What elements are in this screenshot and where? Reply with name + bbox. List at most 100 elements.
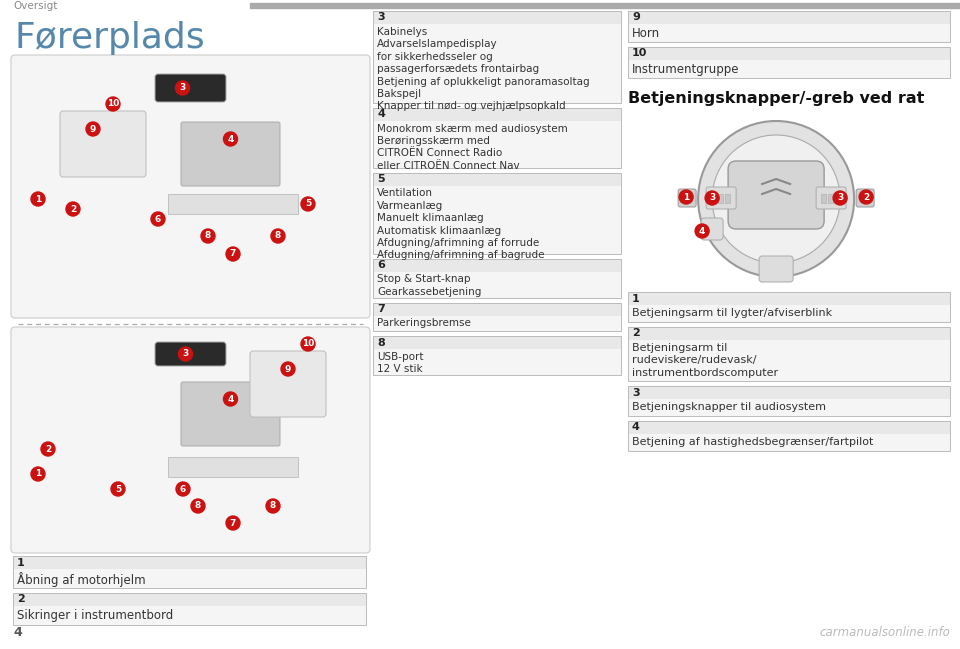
Text: 4: 4 [228,134,233,143]
Text: 3: 3 [632,387,639,397]
Text: 8: 8 [195,502,202,511]
FancyBboxPatch shape [728,161,824,229]
Bar [628,292,950,305]
Text: Sikringer i instrumentbord: Sikringer i instrumentbord [17,609,173,622]
Bar [373,302,621,331]
FancyBboxPatch shape [155,74,226,102]
Bar [628,434,950,451]
Text: 8: 8 [204,232,211,241]
Text: Betjeningsknapper til audiosystem: Betjeningsknapper til audiosystem [632,402,826,412]
Circle shape [712,135,840,263]
Bar [628,60,950,78]
Text: 4: 4 [13,626,22,639]
Text: 8: 8 [275,232,281,241]
Text: Kabinelys
Advarselslampedisplay
for sikkerhedsseler og
passagerforsædets frontai: Kabinelys Advarselslampedisplay for sikk… [377,27,589,112]
Text: 5: 5 [305,199,311,208]
Bar [821,194,827,203]
Text: Oversigt: Oversigt [13,1,58,11]
Text: 4: 4 [228,395,233,404]
FancyBboxPatch shape [11,327,370,553]
Bar [628,386,950,399]
Text: 1: 1 [35,195,41,204]
Text: 7: 7 [377,304,385,314]
Text: 10: 10 [632,49,647,58]
Text: 10: 10 [301,339,314,349]
Bar [13,556,366,588]
Bar [828,194,833,203]
Bar [628,305,950,322]
Bar [250,3,960,8]
Bar [373,186,621,254]
Circle shape [679,190,693,204]
Text: Betjeningsarm til
rudeviskere/rudevask/
instrumentbordscomputer: Betjeningsarm til rudeviskere/rudevask/ … [632,343,779,378]
Circle shape [226,516,240,530]
Bar [13,593,366,606]
Bar [628,11,950,24]
Circle shape [86,122,100,136]
Text: Instrumentgruppe: Instrumentgruppe [632,63,739,76]
FancyBboxPatch shape [11,55,370,318]
Text: 1: 1 [35,469,41,478]
Bar [725,194,731,203]
Circle shape [271,229,285,243]
Bar [628,11,950,42]
Text: 3: 3 [182,350,188,358]
Text: Åbning af motorhjelm: Åbning af motorhjelm [17,572,146,587]
Text: Monokrom skærm med audiosystem
Berøringsskærm med
CITROËN Connect Radio
eller CI: Monokrom skærm med audiosystem Berørings… [377,123,567,171]
Text: Parkeringsbremse: Parkeringsbremse [377,319,470,328]
FancyBboxPatch shape [701,218,723,240]
Bar [373,258,621,271]
Circle shape [281,362,295,376]
Bar [373,336,621,375]
Text: Betjening af hastighedsbegrænser/fartpilot: Betjening af hastighedsbegrænser/fartpil… [632,437,874,447]
Circle shape [201,229,215,243]
Circle shape [226,247,240,261]
Text: 6: 6 [377,260,385,270]
Bar [628,399,950,416]
Text: Horn: Horn [632,27,660,40]
Text: 3: 3 [837,193,843,202]
Circle shape [698,121,854,277]
Circle shape [266,499,280,513]
Bar [168,194,298,214]
Circle shape [705,191,719,205]
Text: 5: 5 [377,174,385,184]
Bar [373,24,621,103]
Text: 4: 4 [699,227,706,236]
Circle shape [179,347,193,361]
Circle shape [833,191,847,205]
Bar [373,315,621,331]
Text: 8: 8 [270,502,276,511]
Bar [628,327,950,381]
Bar [373,108,621,167]
Text: 6: 6 [155,215,161,223]
Bar [373,173,621,186]
Text: 7: 7 [229,249,236,258]
FancyBboxPatch shape [707,187,736,209]
Circle shape [695,224,709,238]
Circle shape [176,482,190,496]
Circle shape [859,190,874,204]
Bar [168,457,298,477]
Text: 9: 9 [285,365,291,374]
Text: 7: 7 [229,519,236,528]
Bar [373,121,621,167]
Text: 1: 1 [17,557,25,567]
Circle shape [106,97,120,111]
Bar [628,24,950,42]
Text: 4: 4 [377,109,385,119]
Bar [13,593,366,625]
Text: 3: 3 [180,84,185,93]
Text: 10: 10 [107,99,119,108]
Bar [628,421,950,434]
Text: 3: 3 [377,12,385,23]
Circle shape [224,392,237,406]
Text: 2: 2 [632,328,639,339]
Text: 1: 1 [632,293,639,304]
Circle shape [151,212,165,226]
Circle shape [66,202,80,216]
Circle shape [301,197,315,211]
FancyBboxPatch shape [250,351,326,417]
Bar [628,340,950,381]
Circle shape [31,192,45,206]
